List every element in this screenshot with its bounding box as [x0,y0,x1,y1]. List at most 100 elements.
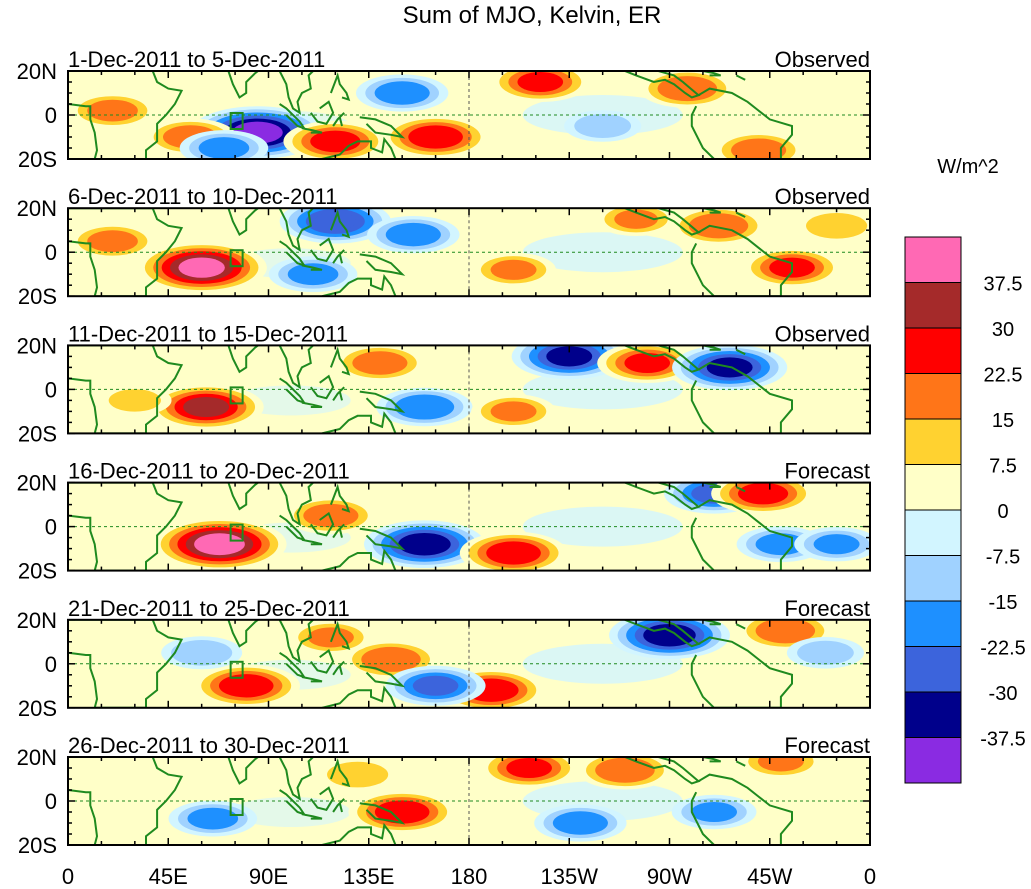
coastline [359,527,406,551]
coastline [279,103,307,131]
coastline [329,758,351,788]
anomaly-positive-contour [595,757,655,783]
anomaly-positive-contour [352,351,408,375]
coastline [279,240,307,268]
map-panel-3: 11-Dec-2011 to 15-Dec-2011 Observed 20N 0 20… [17,321,871,446]
coastline [301,127,323,134]
anomaly-positive-contour [108,389,161,412]
anomaly-positive-contour [506,758,553,778]
coastline [321,822,397,845]
colorbar-swatch [904,282,962,329]
map-panel-1: 1-Dec-2011 to 5-Dec-2011 Observed 20N 0 20S [17,47,871,172]
anomaly-negative-contour [374,81,430,105]
x-tick-label: 135E [343,864,394,889]
coastline [359,390,406,414]
panel-field [68,757,870,845]
panel-period-label: 21-Dec-2011 to 25-Dec-2011 [68,596,350,621]
coastline [68,345,184,434]
coastline [226,619,265,648]
coastline [321,411,397,434]
y-tick-label: 20S [18,696,57,721]
coastline [702,345,722,351]
chart-title: Sum of MJO, Kelvin, ER [403,2,662,29]
coastline [321,548,397,571]
colorbar-swatch [904,646,962,693]
panel-period-label: 16-Dec-2011 to 20-Dec-2011 [68,459,350,484]
anomaly-negative-contour [552,811,608,835]
coastline [735,760,746,767]
coastline [735,348,746,356]
coastline [321,685,397,708]
y-tick-label: 20N [17,471,57,496]
coastline [702,71,722,77]
coastline [301,813,323,820]
anomaly-negative-contour [546,346,593,367]
colorbar: 37.5 30 22.5 15 7.5 0 -7.5 -15 -22.5 -30 -37.5 [904,236,1026,784]
anomaly-negative-contour [574,113,632,139]
coastline [332,798,345,813]
coastline [310,649,335,674]
anomaly-negative-contour [314,212,357,231]
coastline [301,264,323,271]
map-panel-5: 21-Dec-2011 to 25-Dec-2011 Forecast 20N 0 20… [17,596,871,721]
y-tick-label: 20S [18,833,57,858]
anomaly-negative-contour [171,639,233,666]
colorbar-label: 0 [997,501,1008,523]
region-box [229,112,244,130]
anomaly-positive-contour [614,209,658,229]
coastline [310,374,335,400]
coastline [624,482,701,511]
anomaly-negative-contour [691,801,738,823]
y-tick-label: 0 [45,652,57,677]
x-tick-label: 0 [62,864,74,889]
coastline [624,757,701,785]
colorbar-swatch [904,464,962,511]
y-tick-label: 20S [18,559,57,584]
y-tick-label: 0 [45,240,57,265]
map-panel-2: 6-Dec-2011 to 10-Dec-2011 Observed 20N 0 20S [17,184,871,309]
coastline [735,211,746,218]
coastline [702,208,722,214]
y-tick-label: 0 [45,515,57,540]
coastline [359,665,406,688]
coastline [329,209,351,239]
anomaly-positive-contour [486,541,541,565]
coastline [329,620,351,650]
coastline [332,523,345,539]
panel-field [68,619,870,708]
colorbar-label: 37.5 [984,274,1023,296]
coastline [310,786,335,811]
coastline [68,757,184,845]
coastline [301,538,323,546]
coastline [702,619,722,626]
colorbar-label: -15 [989,592,1018,614]
coastline [68,208,184,297]
coastline [624,345,701,373]
coastline [690,87,793,159]
colorbar-swatch [904,509,962,556]
anomaly-negative-contour [797,640,854,665]
y-tick-label: 20S [18,284,57,309]
panel-field [68,71,870,159]
coastline [690,773,793,845]
anomaly-positive-contour [194,533,245,556]
coastline [310,511,335,537]
y-tick-label: 20S [18,147,57,172]
coastline [226,482,265,511]
panel-status-label: Observed [775,47,870,72]
coastline [278,345,314,390]
region-box [229,798,244,816]
anomaly-positive-contour [87,230,138,253]
anomaly-negative-contour [394,394,455,420]
coastline [279,789,307,817]
y-tick-label: 0 [45,103,57,128]
anomaly-positive-contour [178,257,225,278]
colorbar-swatch [904,236,962,283]
coastline [68,482,184,571]
coastline [321,273,397,297]
y-tick-label: 20N [17,333,57,358]
x-tick-label: 90E [249,864,288,889]
coastline [68,619,184,708]
coastline [301,676,323,683]
